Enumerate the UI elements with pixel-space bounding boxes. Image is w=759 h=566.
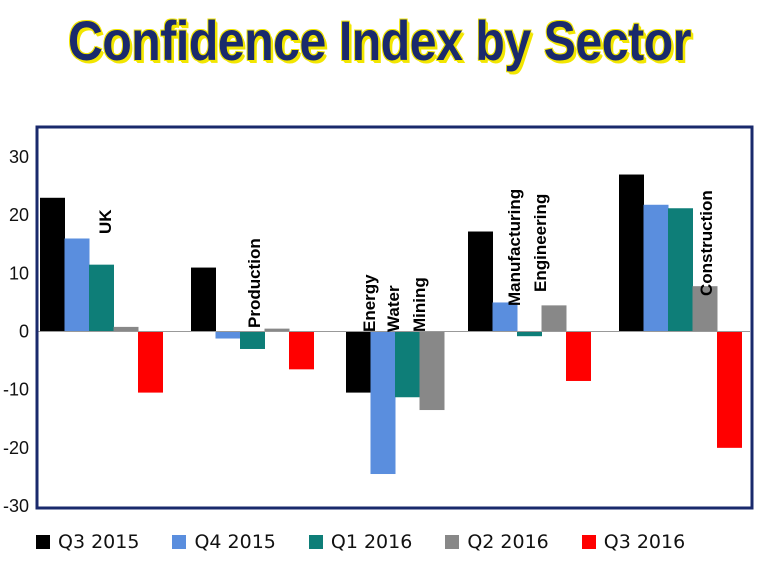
bar-q4-2015-manufacturing-engineering (492, 302, 518, 332)
bar-q3-2015-construction (619, 174, 644, 332)
legend-swatch (308, 535, 323, 549)
sector-label: Construction (697, 190, 716, 296)
y-axis-ticks: -30 -20 -10 0 10 20 30 (3, 147, 29, 516)
sector-label: Production (245, 238, 264, 328)
bar-q1-2016-energy-water-mining (395, 331, 420, 398)
legend-swatch (581, 535, 596, 549)
y-tick-label: -30 (3, 496, 29, 516)
sector-label: UK (96, 209, 115, 234)
y-tick-label: 30 (9, 147, 29, 167)
bar-q4-2015-construction (643, 204, 669, 332)
legend-item: Q4 2015 (172, 531, 276, 553)
legend-label: Q3 2015 (58, 531, 140, 553)
bar-q3-2016-production (289, 331, 314, 370)
bar-q3-2016-manufacturing-engineering (566, 331, 591, 381)
sector-label: Manufacturing (505, 189, 524, 306)
bar-q3-2015-manufacturing-engineering (468, 231, 493, 332)
legend-item: Q2 2016 (445, 531, 549, 553)
legend-swatch (445, 535, 460, 549)
bar-q3-2016-uk (138, 331, 163, 393)
legend-label: Q3 2016 (603, 531, 686, 553)
bar-groups (40, 174, 742, 475)
legend-item: Q1 2016 (308, 531, 413, 553)
bar-q4-2015-uk (64, 238, 90, 332)
y-tick-label: 0 (19, 322, 29, 342)
bar-q4-2015-energy-water-mining (370, 331, 396, 475)
y-tick-label: -10 (3, 380, 29, 400)
bar-q2-2016-energy-water-mining (419, 331, 445, 411)
bar-q4-2015-production (215, 331, 241, 339)
legend-label: Q4 2015 (194, 531, 276, 553)
bar-q1-2016-construction (668, 208, 693, 332)
sector-labels: UK Production Energy Water Mining Manufacturi… (96, 189, 716, 332)
bar-q3-2016-construction (717, 331, 742, 448)
legend-swatch (36, 535, 50, 549)
bar-q1-2016-manufacturing-engineering (517, 331, 542, 337)
y-tick-label: 10 (9, 263, 29, 283)
bar-q2-2016-uk (113, 326, 139, 332)
y-tick-label: 20 (9, 205, 29, 225)
legend-item: Q3 2016 (581, 531, 686, 553)
bar-q2-2016-manufacturing-engineering (541, 305, 567, 332)
legend-label: Q1 2016 (330, 531, 413, 553)
bar-q1-2016-production (240, 331, 265, 349)
bar-q1-2016-uk (89, 264, 114, 332)
bar-q2-2016-construction (692, 286, 718, 332)
plot-frame (35, 125, 754, 510)
sector-label: Engineering (531, 194, 550, 292)
sector-label: Mining (410, 277, 429, 332)
chart-title: Confidence Index by Sector (67, 9, 692, 72)
bar-q2-2016-production (264, 328, 290, 332)
legend-swatch (172, 535, 187, 549)
bar-q3-2015-uk (40, 197, 65, 332)
bar-q3-2015-energy-water-mining (346, 331, 371, 393)
legend-label: Q2 2016 (467, 531, 549, 553)
bar-q3-2015-production (191, 267, 216, 332)
sector-label: Water (384, 285, 403, 332)
legend-item: Q3 2015 (36, 531, 139, 553)
y-tick-label: -20 (3, 438, 29, 458)
sector-label: Energy (360, 274, 379, 332)
legend: Q3 2015 Q4 2015 Q1 2016 Q2 2016 Q3 2016 (36, 526, 756, 558)
